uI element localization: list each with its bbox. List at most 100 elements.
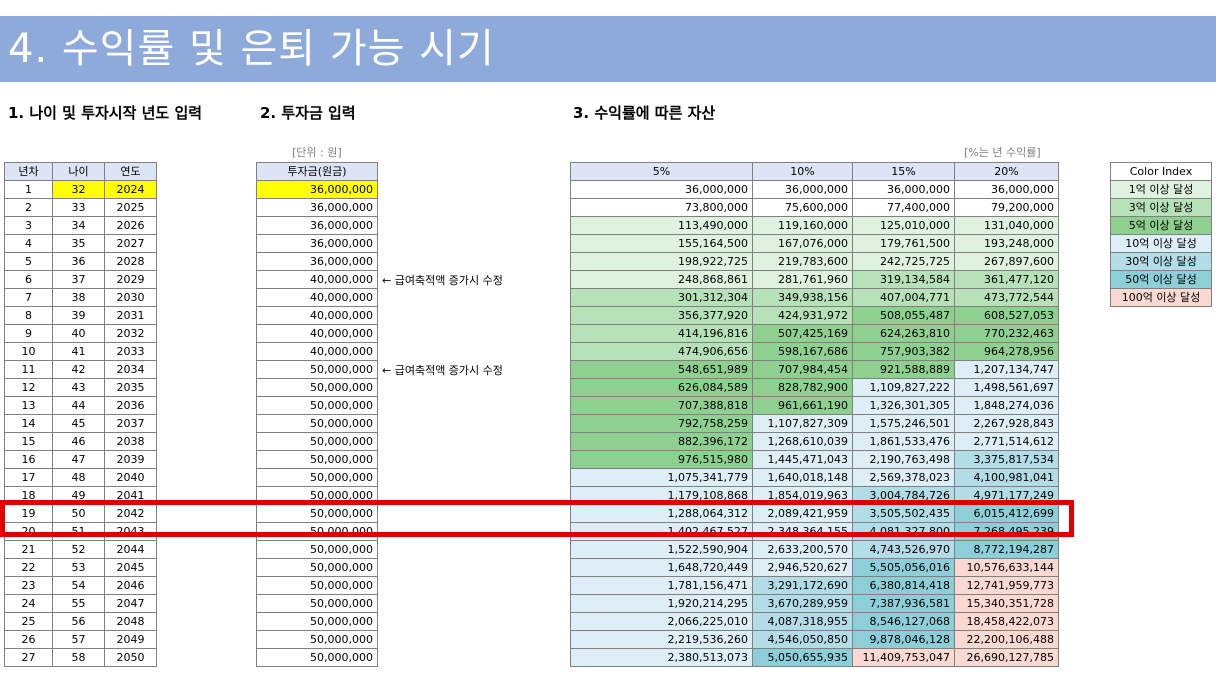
asset-value-cell: 2,219,536,260 [570, 630, 753, 649]
table-row: 198,922,725 219,783,600 242,725,725 267,897… [570, 252, 1059, 271]
table-row: 3 34 2026 [4, 216, 157, 235]
asset-value-cell: 4,087,318,955 [752, 612, 853, 631]
investment-cell[interactable]: 50,000,000 [256, 468, 378, 487]
asset-value-cell: 1,854,019,963 [752, 486, 853, 505]
year-count-cell: 19 [4, 504, 53, 523]
investment-cell[interactable]: 50,000,000 [256, 414, 378, 433]
salary-increase-note: ← 급여축적액 증가시 수정 [382, 274, 503, 287]
table-row: 21 52 2044 [4, 540, 157, 559]
investment-cell[interactable]: 36,000,000 [256, 216, 378, 235]
legend-row: 5억 이상 달성 [1110, 216, 1212, 235]
table-row: 36,000,000 [256, 216, 378, 235]
age-cell[interactable]: 32 [52, 180, 105, 199]
asset-value-cell: 792,758,259 [570, 414, 753, 433]
year-count-cell: 17 [4, 468, 53, 487]
asset-value-cell: 119,160,000 [752, 216, 853, 235]
investment-cell[interactable]: 50,000,000 [256, 450, 378, 469]
table-row: 10 41 2033 [4, 342, 157, 361]
age-year-table: 년차 나이 연도 1 32 2024 2 33 2025 3 34 2026 4 35 2027 5 36 20… [4, 162, 157, 667]
legend-title: Color Index [1110, 162, 1212, 181]
asset-value-cell: 598,167,686 [752, 342, 853, 361]
asset-value-cell: 179,761,500 [852, 234, 955, 253]
asset-value-cell: 4,081,327,800 [852, 522, 955, 541]
table-row: 14 45 2037 [4, 414, 157, 433]
asset-value-cell: 26,690,127,785 [954, 648, 1059, 667]
asset-value-cell: 3,505,502,435 [852, 504, 955, 523]
year-count-cell: 7 [4, 288, 53, 307]
year-count-cell: 1 [4, 180, 53, 199]
year-cell: 2047 [104, 594, 157, 613]
asset-value-cell: 1,781,156,471 [570, 576, 753, 595]
investment-cell[interactable]: 50,000,000 [256, 360, 378, 379]
asset-value-cell: 707,388,818 [570, 396, 753, 415]
table-row: 40,000,000 [256, 288, 378, 307]
table-row: 16 47 2039 [4, 450, 157, 469]
table-row: 414,196,816 507,425,169 624,263,810 770,232… [570, 324, 1059, 343]
asset-value-cell: 1,648,720,449 [570, 558, 753, 577]
investment-cell[interactable]: 36,000,000 [256, 234, 378, 253]
table-row: 40,000,000 [256, 270, 378, 289]
asset-value-cell: 1,640,018,148 [752, 468, 853, 487]
asset-value-cell: 707,984,454 [752, 360, 853, 379]
asset-value-cell: 2,380,513,073 [570, 648, 753, 667]
investment-cell[interactable]: 50,000,000 [256, 576, 378, 595]
age-cell: 36 [52, 252, 105, 271]
age-cell: 58 [52, 648, 105, 667]
age-cell: 42 [52, 360, 105, 379]
table-row: 13 44 2036 [4, 396, 157, 415]
investment-cell[interactable]: 40,000,000 [256, 324, 378, 343]
table-row: 50,000,000 [256, 360, 378, 379]
investment-cell[interactable]: 36,000,000 [256, 180, 378, 199]
table-row: 50,000,000 [256, 414, 378, 433]
investment-cell[interactable]: 50,000,000 [256, 630, 378, 649]
investment-cell[interactable]: 50,000,000 [256, 558, 378, 577]
investment-table: 투자금(원금) 36,000,000 36,000,000 36,000,000 36… [256, 162, 378, 667]
investment-cell[interactable]: 50,000,000 [256, 540, 378, 559]
year-cell: 2041 [104, 486, 157, 505]
asset-value-cell: 770,232,463 [954, 324, 1059, 343]
investment-cell[interactable]: 40,000,000 [256, 306, 378, 325]
age-cell: 51 [52, 522, 105, 541]
investment-cell[interactable]: 40,000,000 [256, 288, 378, 307]
investment-cell[interactable]: 50,000,000 [256, 378, 378, 397]
asset-value-cell: 4,546,050,850 [752, 630, 853, 649]
investment-cell[interactable]: 50,000,000 [256, 396, 378, 415]
age-cell: 56 [52, 612, 105, 631]
age-table-header: 나이 [52, 162, 105, 181]
table-row: 50,000,000 [256, 594, 378, 613]
asset-value-cell: 882,396,172 [570, 432, 753, 451]
asset-value-cell: 2,569,378,023 [852, 468, 955, 487]
investment-cell[interactable]: 50,000,000 [256, 432, 378, 451]
legend-row: 3억 이상 달성 [1110, 198, 1212, 217]
asset-value-cell: 2,089,421,959 [752, 504, 853, 523]
asset-value-cell: 5,050,655,935 [752, 648, 853, 667]
investment-cell[interactable]: 50,000,000 [256, 522, 378, 541]
investment-cell[interactable]: 36,000,000 [256, 198, 378, 217]
investment-cell[interactable]: 50,000,000 [256, 648, 378, 667]
year-cell: 2031 [104, 306, 157, 325]
asset-value-cell: 1,402,467,527 [570, 522, 753, 541]
asset-value-cell: 407,004,771 [852, 288, 955, 307]
table-row: 1,179,108,868 1,854,019,963 3,004,784,726 4… [570, 486, 1059, 505]
table-row: 882,396,172 1,268,610,039 1,861,533,476 2,7… [570, 432, 1059, 451]
table-row: 12 43 2035 [4, 378, 157, 397]
asset-value-cell: 507,425,169 [752, 324, 853, 343]
asset-value-cell: 1,848,274,036 [954, 396, 1059, 415]
investment-cell[interactable]: 50,000,000 [256, 504, 378, 523]
asset-value-cell: 3,291,172,690 [752, 576, 853, 595]
investment-cell[interactable]: 36,000,000 [256, 252, 378, 271]
table-row: 11 42 2034 [4, 360, 157, 379]
color-index-legend: Color Index 1억 이상 달성 3억 이상 달성 5억 이상 달성 10억 … [1110, 162, 1212, 307]
year-cell: 2033 [104, 342, 157, 361]
investment-cell[interactable]: 50,000,000 [256, 594, 378, 613]
investment-cell[interactable]: 50,000,000 [256, 612, 378, 631]
legend-item: 5억 이상 달성 [1110, 216, 1212, 235]
table-row: 356,377,920 424,931,972 508,055,487 608,527… [570, 306, 1059, 325]
investment-cell[interactable]: 40,000,000 [256, 342, 378, 361]
investment-cell[interactable]: 40,000,000 [256, 270, 378, 289]
year-cell[interactable]: 2024 [104, 180, 157, 199]
legend-row: 30억 이상 달성 [1110, 252, 1212, 271]
table-row: 20 51 2043 [4, 522, 157, 541]
investment-cell[interactable]: 50,000,000 [256, 486, 378, 505]
table-row: 25 56 2048 [4, 612, 157, 631]
